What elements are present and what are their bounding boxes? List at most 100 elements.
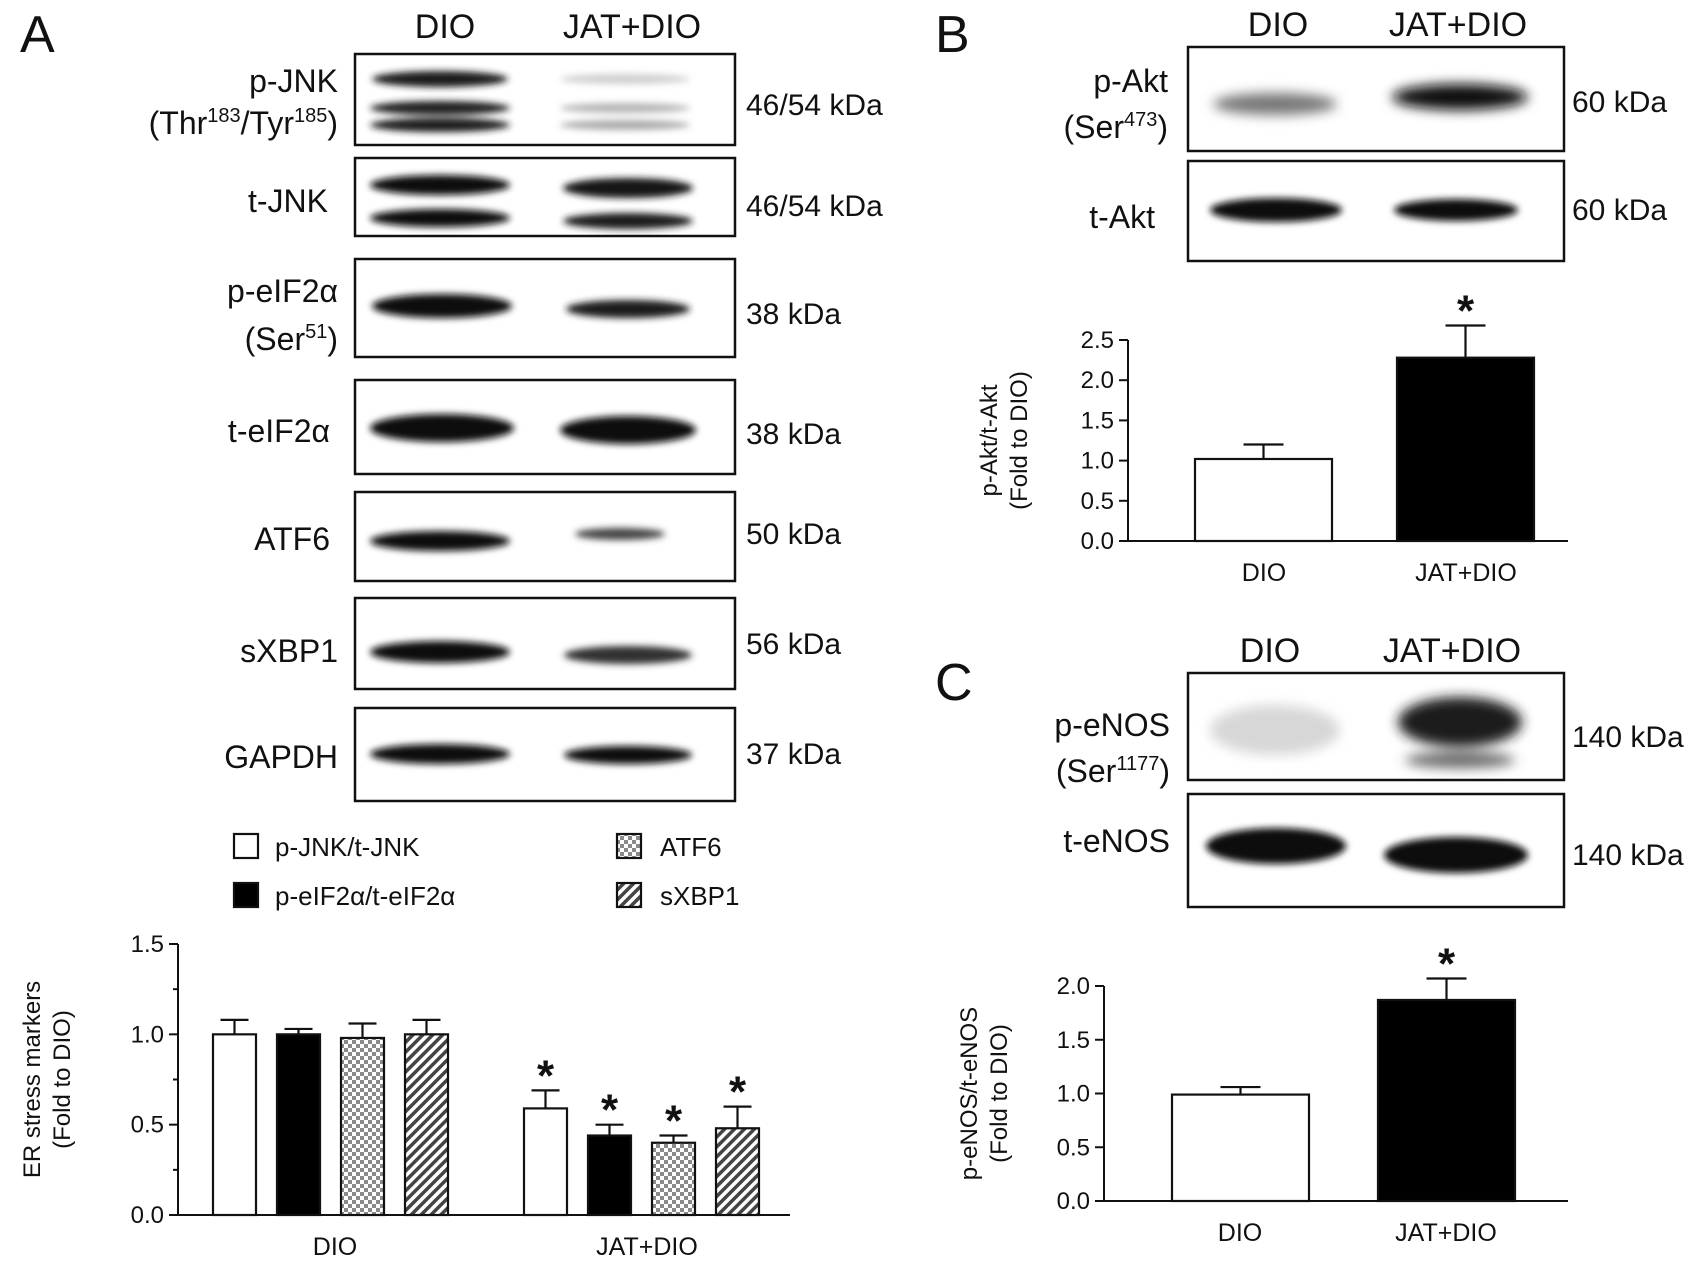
y-tick-label: 1.0 [1081,448,1114,475]
legend-label: p-JNK/t-JNK [275,832,420,862]
mw-label: 56 kDa [746,628,841,661]
y-tick-label: 0.0 [131,1202,164,1229]
y-tick-label: 1.5 [1057,1027,1090,1054]
chart-c: 0.0 0.5 1.0 1.5 2.0 p-eNOS/t-eNOS (Fold to DIO… [956,939,1568,1247]
mw-label: 140 kDa [1572,721,1684,754]
legend-swatch [615,832,643,860]
mw-label: 38 kDa [746,418,841,451]
panel-b-letter: B [935,6,970,64]
blot-bands [1206,828,1528,873]
blot-bands [370,641,692,664]
blot-label: ATF6 [254,521,330,557]
legend-label: p-eIF2α/t-eIF2α [275,881,455,911]
blot-label: p-Akt [1093,63,1168,99]
blot-label-sub: (Thr183/Tyr185) [149,105,338,141]
bar [403,1033,450,1217]
y-tick-label: 0.5 [1057,1134,1090,1161]
mw-label: 46/54 kDa [746,190,883,223]
significance-mark: * [729,1068,747,1117]
panel-c-lane-dio: DIO [1240,632,1300,670]
panel-a-letter: A [20,6,55,64]
mw-label: 46/54 kDa [746,89,883,122]
legend-swatch [232,881,260,909]
blot-bands [1213,84,1528,115]
legend-item: p-JNK/t-JNK [232,832,420,862]
mw-label: 37 kDa [746,738,841,771]
y-tick-label: 1.0 [131,1021,164,1048]
panel-c-lane-jat-dio: JAT+DIO [1383,632,1521,670]
blot-p-eif2a: p-eIF2α (Ser51) 38 kDa [227,257,841,359]
y-tick-label: 0.5 [1081,488,1114,515]
x-category-label: JAT+DIO [596,1233,698,1261]
blot-t-enos: t-eNOS 140 kDa [1063,792,1684,909]
x-category-label: DIO [313,1233,357,1261]
blot-t-akt: t-Akt 60 kDa [1089,159,1667,263]
panel-b-lane-jat-dio: JAT+DIO [1389,6,1527,44]
blot-sxbp1: sXBP1 56 kDa [240,596,841,691]
mw-label: 50 kDa [746,518,841,551]
blot-label: GAPDH [224,739,338,775]
panel-b-lane-dio: DIO [1248,6,1308,44]
panel-a-lane-dio: DIO [415,8,475,46]
legend-label: sXBP1 [660,881,740,911]
blot-p-enos: p-eNOS (Ser1177) 140 kDa [1054,671,1684,789]
chart-b: 0.0 0.5 1.0 1.5 2.0 2.5 p-Akt/t-Akt (Fold to DI… [976,287,1568,587]
blot-atf6: ATF6 50 kDa [254,490,841,583]
y-tick-label: 0.0 [1057,1188,1090,1215]
y-tick-label: 0.0 [1081,528,1114,555]
blot-p-akt: p-Akt (Ser473) 60 kDa [1064,45,1667,153]
panel-a: A DIO JAT+DIO p-JNK (Thr183/Tyr185) 46/5… [19,6,883,1261]
x-category-label: DIO [1242,559,1286,587]
y-tick-label: 2.0 [1057,973,1090,1000]
bar [522,1107,569,1217]
legend-swatch [232,832,260,860]
bar [339,1036,386,1217]
significance-mark: * [665,1097,683,1146]
bar [650,1141,697,1217]
legend-a: p-JNK/t-JNK p-eIF2α/t-eIF2α ATF6 sXBP1 [232,832,740,911]
bar [1193,457,1334,543]
bar [586,1134,633,1217]
significance-mark: * [1457,287,1475,336]
blot-gapdh: GAPDH 37 kDa [224,706,841,803]
x-category-label: JAT+DIO [1415,559,1517,587]
mw-label: 60 kDa [1572,86,1667,119]
blot-t-jnk: t-JNK 46/54 kDa [248,156,883,238]
significance-mark: * [1438,939,1456,988]
legend-label: ATF6 [660,832,722,862]
legend-swatch [615,881,643,909]
x-category-label: JAT+DIO [1395,1219,1497,1247]
y-axis-title: p-Akt/t-Akt [976,384,1003,496]
blot-bands [372,294,690,318]
blot-label: p-JNK [249,63,338,99]
blot-bands [370,414,696,444]
significance-mark: * [601,1086,619,1135]
y-tick-label: 2.5 [1081,327,1114,354]
y-tick-label: 0.5 [131,1112,164,1139]
y-tick-label: 1.5 [1081,407,1114,434]
y-axis-title: p-eNOS/t-eNOS [956,1007,983,1180]
blot-bands [370,175,693,229]
blot-t-eif2a: t-eIF2α 38 kDa [228,378,841,476]
y-axis-subtitle: (Fold to DIO) [49,1010,76,1149]
y-tick-label: 1.0 [1057,1081,1090,1108]
mw-label: 38 kDa [746,298,841,331]
blot-label: p-eNOS [1054,707,1170,743]
bar [1170,1093,1311,1203]
mw-label: 60 kDa [1572,194,1667,227]
blot-bands [370,528,665,551]
blot-label-sub: (Ser1177) [1056,753,1170,789]
chart-a: 0.0 0.5 1.0 1.5 ER stress markers (Fold to DI… [19,931,790,1261]
blot-bands [1210,198,1518,222]
panel-c: C DIO JAT+DIO p-eNOS (Ser1177) 140 kDa t… [935,632,1684,1247]
bar [1376,998,1517,1203]
blot-label: t-Akt [1089,199,1155,235]
y-tick-label: 1.5 [131,931,164,958]
bar [211,1033,258,1217]
panel-c-letter: C [935,654,973,712]
blot-label-sub: (Ser51) [245,321,338,357]
bar [275,1033,322,1217]
blot-label: t-eIF2α [228,413,330,449]
blot-p-jnk: p-JNK (Thr183/Tyr185) 46/54 kDa [149,52,883,147]
